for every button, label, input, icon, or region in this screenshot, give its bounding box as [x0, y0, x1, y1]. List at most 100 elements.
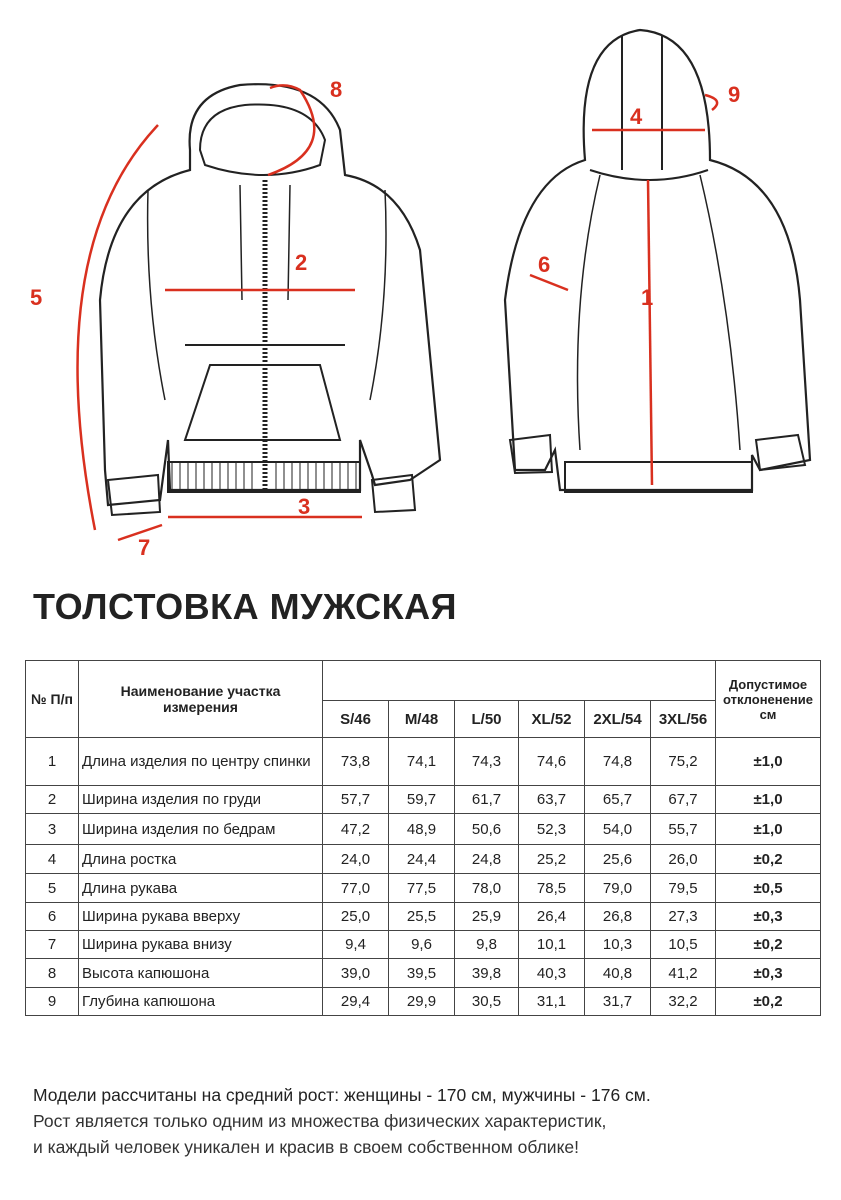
size-value: 55,7 [650, 813, 716, 845]
size-value: 77,5 [388, 873, 455, 903]
size-value: 40,3 [518, 958, 585, 988]
table-row: 2 Ширина изделия по груди 57,7 59,7 61,7 63,7… [25, 785, 821, 814]
size-value: 54,0 [584, 813, 651, 845]
size-value: 74,1 [388, 737, 455, 786]
label-4: 4 [630, 104, 643, 129]
size-value: 79,0 [584, 873, 651, 903]
table-row: 9 Глубина капюшона 29,4 29,9 30,5 31,1 31,7 32,… [25, 987, 821, 1016]
size-value: 74,3 [454, 737, 519, 786]
size-value: 74,6 [518, 737, 585, 786]
label-3: 3 [298, 494, 310, 519]
measurement-name: Длина ростка [78, 844, 323, 874]
tolerance-value: ±1,0 [715, 813, 821, 845]
size-value: 74,8 [584, 737, 651, 786]
hoodie-technical-drawing: 1 2 3 4 5 6 7 8 9 [30, 28, 812, 560]
size-value: 77,0 [322, 873, 389, 903]
size-value: 26,0 [650, 844, 716, 874]
table-row: 6 Ширина рукава вверху 25,0 25,5 25,9 26,4 26,… [25, 902, 821, 931]
row-number: 9 [25, 987, 79, 1016]
size-value: 57,7 [322, 785, 389, 814]
size-value: 24,4 [388, 844, 455, 874]
size-value: 31,7 [584, 987, 651, 1016]
tolerance-value: ±0,3 [715, 902, 821, 931]
size-value: 39,5 [388, 958, 455, 988]
size-value: 65,7 [584, 785, 651, 814]
size-value: 29,4 [322, 987, 389, 1016]
measurement-name: Ширина рукава вверху [78, 902, 323, 931]
measurement-name: Высота капюшона [78, 958, 323, 988]
size-value: 48,9 [388, 813, 455, 845]
size-value: 30,5 [454, 987, 519, 1016]
size-value: 9,4 [322, 930, 389, 959]
size-value: 78,0 [454, 873, 519, 903]
header-number: № П/п [25, 660, 79, 738]
header-size: S/46 [322, 700, 389, 738]
size-value: 10,1 [518, 930, 585, 959]
size-value: 25,9 [454, 902, 519, 931]
header-size: M/48 [388, 700, 455, 738]
note-line: и каждый человек уникален и красив в сво… [33, 1137, 580, 1157]
measurement-name: Ширина изделия по бедрам [78, 813, 323, 845]
size-value: 50,6 [454, 813, 519, 845]
tolerance-value: ±0,2 [715, 844, 821, 874]
measurement-name: Ширина рукава внизу [78, 930, 323, 959]
header-size: 3XL/56 [650, 700, 716, 738]
tolerance-value: ±0,5 [715, 873, 821, 903]
note-line: Модели рассчитаны на средний рост: женщи… [33, 1085, 651, 1105]
size-value: 10,5 [650, 930, 716, 959]
size-value: 10,3 [584, 930, 651, 959]
header-tolerance: Допустимое отклоненение см [715, 660, 821, 738]
size-value: 61,7 [454, 785, 519, 814]
size-value: 9,6 [388, 930, 455, 959]
size-value: 26,4 [518, 902, 585, 931]
size-value: 25,2 [518, 844, 585, 874]
tolerance-value: ±1,0 [715, 737, 821, 786]
tolerance-value: ±0,2 [715, 930, 821, 959]
measurement-name: Длина изделия по центру спинки [78, 737, 323, 786]
size-value: 39,0 [322, 958, 389, 988]
row-number: 4 [25, 844, 79, 874]
size-value: 25,5 [388, 902, 455, 931]
row-number: 8 [25, 958, 79, 988]
table-row: 5 Длина рукава 77,0 77,5 78,0 78,5 79,0 79,5 ±0,… [25, 873, 821, 903]
size-value: 79,5 [650, 873, 716, 903]
table-row: 4 Длина ростка 24,0 24,4 24,8 25,2 25,6 26,0 ±0,… [25, 844, 821, 874]
label-7: 7 [138, 535, 150, 560]
measurement-name: Ширина изделия по груди [78, 785, 323, 814]
row-number: 5 [25, 873, 79, 903]
label-8: 8 [330, 77, 342, 102]
back-view [503, 28, 812, 493]
size-value: 29,9 [388, 987, 455, 1016]
row-number: 2 [25, 785, 79, 814]
size-value: 75,2 [650, 737, 716, 786]
size-value: 31,1 [518, 987, 585, 1016]
size-value: 32,2 [650, 987, 716, 1016]
measurement-arrows [76, 84, 719, 542]
size-value: 26,8 [584, 902, 651, 931]
notes: Модели рассчитаны на средний рост: женщи… [33, 1082, 651, 1160]
row-number: 6 [25, 902, 79, 931]
front-view [98, 83, 442, 517]
measurement-name: Длина рукава [78, 873, 323, 903]
label-2: 2 [295, 250, 307, 275]
label-5: 5 [30, 285, 42, 310]
measurement-name: Глубина капюшона [78, 987, 323, 1016]
row-number: 3 [25, 813, 79, 845]
table-row: 3 Ширина изделия по бедрам 47,2 48,9 50,6 52,… [25, 813, 821, 845]
size-table: № П/п Наименование участка измерения Доп… [25, 660, 821, 1016]
tolerance-value: ±0,2 [715, 987, 821, 1016]
size-value: 41,2 [650, 958, 716, 988]
size-value: 52,3 [518, 813, 585, 845]
size-value: 47,2 [322, 813, 389, 845]
size-value: 59,7 [388, 785, 455, 814]
tolerance-value: ±1,0 [715, 785, 821, 814]
header-size: L/50 [454, 700, 519, 738]
header-name: Наименование участка измерения [78, 660, 323, 738]
row-number: 7 [25, 930, 79, 959]
table-row: 8 Высота капюшона 39,0 39,5 39,8 40,3 40,8 41,2… [25, 958, 821, 988]
label-1: 1 [641, 285, 653, 310]
header-size: XL/52 [518, 700, 585, 738]
size-value: 39,8 [454, 958, 519, 988]
header-size: 2XL/54 [584, 700, 651, 738]
header-sizes-group [322, 660, 716, 701]
